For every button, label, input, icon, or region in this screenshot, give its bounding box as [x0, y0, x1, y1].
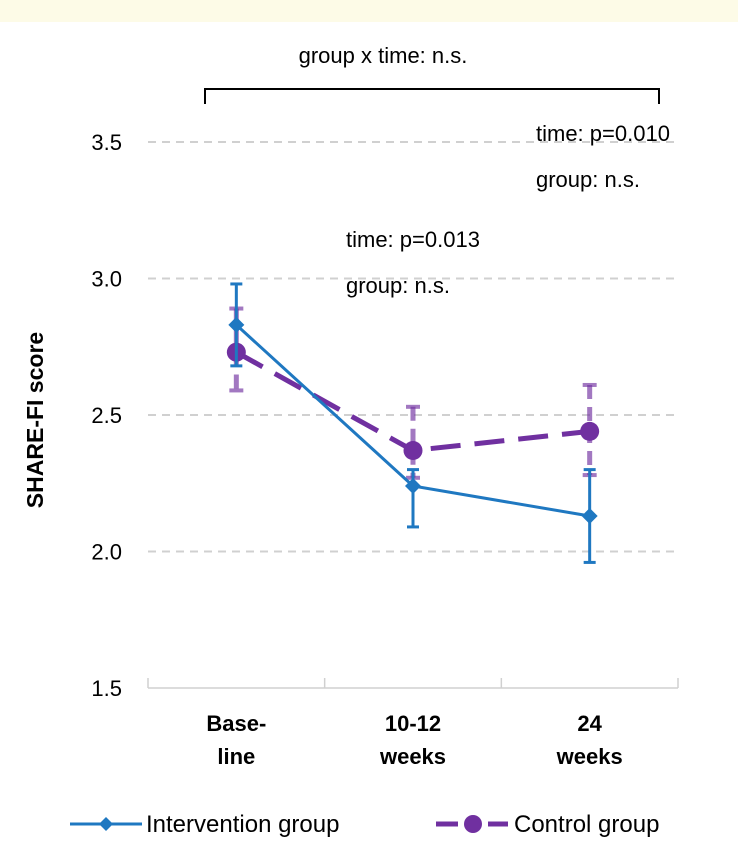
- legend-control-label: Control group: [514, 811, 659, 838]
- series-control: [226, 306, 600, 480]
- y-tick-label: 3.0: [91, 267, 122, 292]
- control-point: [403, 440, 423, 460]
- legend-control-marker: [464, 815, 482, 833]
- intervention-point: [581, 508, 598, 525]
- legend-intervention-marker: [99, 817, 113, 831]
- x-tick-label: Base-line: [206, 711, 266, 769]
- series-intervention: [228, 282, 598, 564]
- bracket-annotation: group x time: n.s.: [299, 43, 468, 68]
- x-tick-label: 24 weeks: [556, 711, 623, 769]
- y-tick-label: 3.5: [91, 130, 122, 155]
- y-axis-label: SHARE-FI score: [22, 332, 48, 508]
- y-tick-label: 2.5: [91, 403, 122, 428]
- legend: Intervention group Control group: [70, 811, 659, 838]
- significance-bracket: group x time: n.s.: [204, 43, 660, 104]
- y-tick-label: 1.5: [91, 676, 122, 701]
- control-point: [580, 421, 600, 441]
- intervention-point: [228, 316, 245, 333]
- y-tick-label: 2.0: [91, 540, 122, 565]
- top-band: [0, 0, 738, 22]
- legend-intervention-label: Intervention group: [146, 811, 339, 838]
- endpoint-group-annotation: group: n.s.: [536, 167, 640, 192]
- x-tick-label: 10-12 weeks: [379, 711, 446, 769]
- midpoint-group-annotation: group: n.s.: [346, 273, 450, 298]
- midpoint-time-annotation: time: p=0.013: [346, 227, 480, 252]
- intervention-point: [405, 477, 421, 494]
